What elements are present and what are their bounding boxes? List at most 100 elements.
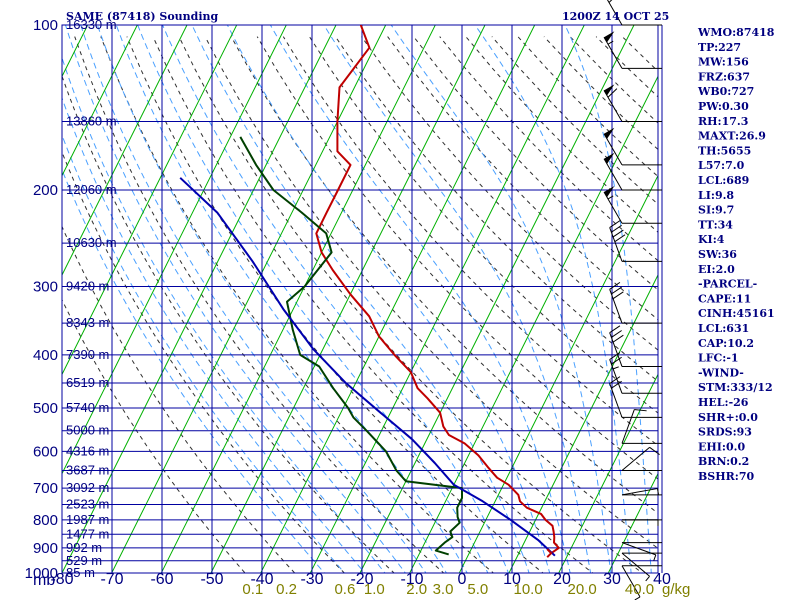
index-value: PW:0.30 [698, 100, 749, 113]
dry-adiabat-line [152, 36, 594, 573]
index-value: TH:5655 [698, 144, 751, 157]
temperature-tick-label: -70 [100, 571, 123, 588]
pressure-tick-label: 200 [33, 182, 58, 199]
isotherm-line [309, 25, 585, 573]
index-value: WMO:87418 [697, 26, 775, 39]
temperature-tick-label: 40 [653, 571, 671, 588]
moist-adiabat-line [390, 25, 612, 573]
temperature-tick-label: -40 [250, 571, 273, 588]
height-label: 2523 m [66, 497, 109, 512]
mixing-ratio-label: 10.0 [513, 581, 542, 598]
index-value: TP:227 [698, 41, 741, 54]
index-value: EI:2.0 [698, 263, 735, 276]
wind-barb-half-flag [653, 554, 657, 561]
isotherm-line [62, 25, 337, 573]
moist-adiabat-line [65, 25, 406, 573]
height-label: 12060 m [66, 182, 117, 197]
index-value: STM:333/12 [698, 381, 773, 394]
wind-barb-half-flag [634, 596, 641, 600]
wind-barb [621, 446, 662, 471]
pressure-tick-label: 1000 [25, 565, 58, 582]
wind-barb-staff [609, 289, 623, 324]
wind-barb-pennant [604, 84, 615, 96]
height-label: 9420 m [66, 279, 109, 294]
wind-barb-staff [621, 488, 658, 496]
height-label: 3687 m [66, 463, 109, 478]
x-unit-label: mb [33, 572, 55, 589]
wind-barb [603, 127, 662, 166]
pressure-tick-label: 300 [33, 279, 58, 296]
wind-barb-staff [609, 383, 623, 418]
wind-barb [621, 488, 662, 496]
wind-barb [603, 31, 662, 69]
series-layer [179, 25, 560, 558]
wind-barb-flag [611, 330, 622, 338]
index-value: MAXT:26.9 [698, 130, 766, 143]
index-value: LFC:-1 [698, 352, 739, 365]
pressure-tick-label: 400 [33, 347, 58, 364]
mixing-ratio-label: 2.0 [406, 581, 427, 598]
wind-barb-flag [611, 224, 622, 233]
wind-barb-flag [609, 352, 621, 360]
wind-barb-pennant [604, 152, 615, 164]
moist-adiabat-line [323, 25, 592, 573]
wind-barb-pennant [604, 31, 615, 43]
index-value: LCL:631 [698, 322, 749, 335]
index-value: CAPE:11 [698, 292, 751, 305]
wind-barb-flag [611, 380, 622, 389]
temperature-tick-label: -60 [150, 571, 173, 588]
height-label: 3092 m [66, 480, 109, 495]
wind-barb-flag [611, 356, 622, 365]
index-value: SHR+:0.0 [698, 411, 758, 424]
wind-barb-pennant [604, 186, 615, 198]
index-value: CINH:45161 [698, 307, 775, 320]
height-label: 529 m [66, 553, 102, 568]
height-label: 13860 m [66, 114, 117, 129]
wind-barb-half-flag [656, 488, 659, 495]
mixing-ratio-label: 40.0 [625, 581, 654, 598]
mixing-ratio-label: 20.0 [567, 581, 596, 598]
index-value: EHI:0.0 [698, 440, 745, 453]
chart-title: SAME (87418) Sounding [66, 10, 219, 23]
height-label: 6519 m [66, 375, 109, 390]
dry-adiabat-line [334, 36, 658, 382]
index-value: KI:4 [698, 233, 725, 246]
index-value: LI:9.8 [698, 189, 734, 202]
wind-barb-flag [609, 281, 621, 290]
moist-adiabat-line [62, 133, 346, 573]
isotherm-line [111, 25, 387, 573]
index-value: LCL:689 [698, 174, 749, 187]
plot-frame [61, 24, 659, 574]
temperature-tick-label: 10 [503, 571, 521, 588]
temperature-tick-label: -10 [400, 571, 423, 588]
index-value: RH:17.3 [698, 115, 748, 128]
temperature-tick-label: -30 [300, 571, 323, 588]
wind-barb-half-flag [607, 40, 614, 45]
time-label: 1200Z 14 OCT 25 [562, 10, 669, 23]
dry-adiabat-line [62, 225, 296, 573]
wind-barb-pennant [604, 127, 615, 139]
pressure-tick-label: 900 [33, 540, 58, 557]
isotherm-line [409, 75, 658, 573]
dry-adiabat-line [126, 36, 544, 573]
index-value: FRZ:637 [698, 70, 750, 83]
wind-barb-half-flag [607, 195, 614, 200]
temperature-tick-label: 30 [603, 571, 621, 588]
index-value: WB0:727 [697, 85, 754, 98]
dry-adiabat-line [361, 36, 658, 351]
moist-adiabat-line [474, 25, 632, 573]
wind-barb [609, 352, 662, 394]
isotherm-line [62, 25, 138, 177]
mixing-ratio-label: 0.6 [334, 581, 355, 598]
height-label: 5740 m [66, 400, 109, 415]
mixing-ratio-label: 0.1 [242, 581, 263, 598]
wind-barb-flag [609, 376, 621, 384]
dry-adiabat-line [74, 36, 445, 573]
dry-adiabat-line [439, 36, 658, 262]
pressure-tick-label: 500 [33, 400, 58, 417]
isotherm-line [260, 25, 536, 573]
index-value: BSHR:70 [698, 470, 754, 483]
dry-adiabat-line [230, 36, 658, 514]
mixing-unit-label: g/kg [662, 581, 690, 598]
isotherm-line [508, 273, 658, 573]
